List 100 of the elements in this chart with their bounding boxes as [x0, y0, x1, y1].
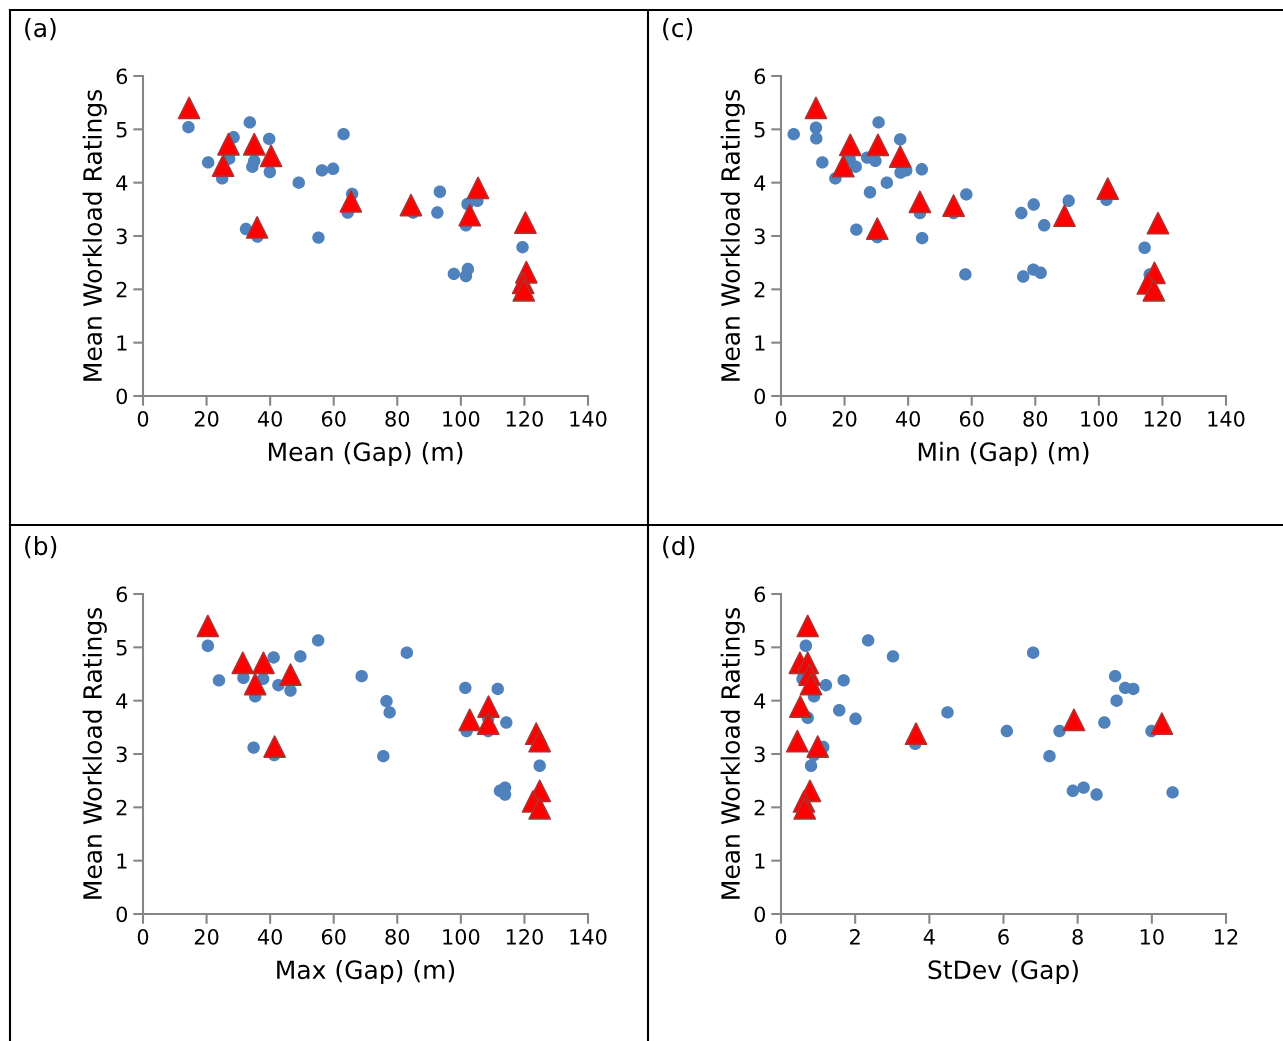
y-tick-label: 5 [754, 122, 765, 138]
point [809, 121, 823, 134]
point [247, 741, 260, 754]
point [1053, 724, 1066, 738]
point [377, 749, 390, 763]
point [849, 712, 862, 726]
point [816, 156, 829, 169]
x-tick-label: 100 [443, 928, 480, 945]
point [869, 154, 882, 168]
point [337, 127, 350, 141]
point [799, 639, 813, 652]
point [1062, 194, 1075, 208]
y-tick-label: 3 [754, 228, 765, 245]
point [1053, 204, 1076, 228]
x-tick-label: 80 [1023, 410, 1048, 427]
point [1000, 724, 1014, 738]
point [267, 651, 280, 664]
y-axis-title: Mean Workload Ratings [720, 90, 745, 381]
point [516, 240, 529, 254]
x-tick-label: 0 [137, 928, 149, 945]
point [231, 651, 255, 675]
point [1043, 749, 1056, 763]
point [793, 797, 817, 820]
x-tick-label: 0 [775, 410, 787, 427]
y-tick-label: 3 [116, 746, 127, 763]
point [880, 176, 894, 189]
y-tick-label: 1 [117, 335, 127, 351]
point [263, 735, 286, 758]
point [1150, 712, 1174, 735]
y-tick-label: 4 [754, 693, 766, 709]
point [311, 634, 325, 647]
point [866, 133, 890, 157]
point [1098, 716, 1111, 729]
point [533, 759, 546, 772]
y-tick-label: 5 [754, 640, 765, 656]
point [212, 674, 226, 687]
y-tick-label: 1 [755, 853, 765, 869]
point [491, 682, 504, 696]
point [399, 193, 423, 217]
point [904, 722, 928, 746]
point [196, 614, 220, 638]
point [243, 116, 257, 129]
point [292, 176, 305, 189]
y-tick-label: 1 [755, 335, 765, 351]
y-tick-label: 6 [754, 68, 766, 85]
x-tick-label: 4 [923, 929, 935, 945]
point [796, 614, 820, 638]
x-tick-label: 10 [1140, 928, 1164, 945]
x-axis-title: Max (Gap) (m) [277, 959, 455, 985]
point [458, 203, 482, 227]
point [461, 262, 475, 276]
point [1110, 694, 1123, 707]
point [833, 704, 846, 717]
point [908, 190, 932, 214]
x-tick-label: 0 [137, 410, 149, 427]
x-tick-label: 80 [385, 410, 410, 427]
point [1138, 241, 1151, 254]
point [1096, 177, 1120, 200]
y-tick-label: 6 [116, 68, 128, 85]
x-tick-label: 60 [321, 928, 346, 945]
point [380, 694, 393, 708]
x-tick-label: 2 [850, 928, 860, 945]
point [831, 154, 855, 178]
y-tick-label: 2 [754, 281, 765, 298]
point [447, 267, 461, 281]
point [787, 127, 800, 141]
point [339, 189, 363, 213]
point [888, 145, 912, 168]
x-tick-label: 120 [506, 928, 543, 945]
y-axis-title: Mean Workload Ratings [82, 608, 107, 899]
y-tick-label: 2 [754, 799, 765, 816]
point [326, 162, 340, 176]
point [861, 634, 875, 647]
x-tick-label: 60 [959, 410, 984, 427]
x-tick-label: 20 [194, 410, 219, 427]
point [1066, 784, 1080, 798]
point [837, 674, 850, 687]
point [383, 706, 396, 719]
point [915, 231, 929, 245]
y-axis-title: Mean Workload Ratings [82, 90, 107, 381]
point [201, 156, 215, 169]
point [514, 211, 537, 235]
y-tick-label: 0 [754, 906, 766, 923]
point [849, 160, 862, 173]
y-tick-label: 4 [116, 175, 128, 191]
point [431, 206, 444, 219]
point [960, 188, 973, 201]
x-tick-label: 8 [1072, 928, 1083, 945]
point [466, 176, 490, 200]
x-tick-label: 120 [506, 410, 543, 427]
x-tick-label: 80 [385, 928, 410, 945]
point [259, 144, 283, 168]
point [1026, 646, 1040, 659]
point [1015, 206, 1028, 220]
point [355, 669, 368, 683]
point [1127, 682, 1140, 696]
point [804, 759, 818, 772]
chart-title: (a) [25, 17, 56, 41]
point [1037, 219, 1051, 232]
point [1034, 266, 1047, 280]
